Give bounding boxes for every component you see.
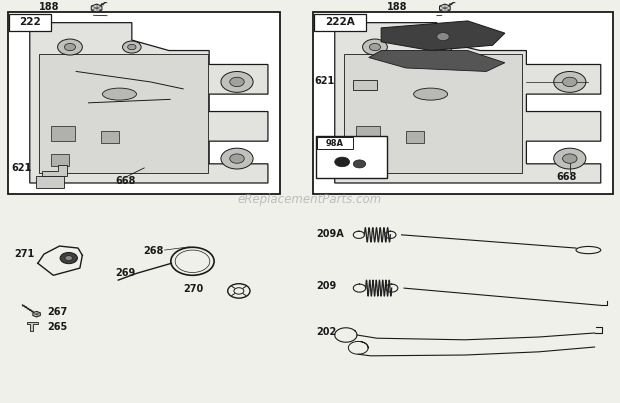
Circle shape <box>554 148 586 169</box>
Text: 668: 668 <box>115 176 136 186</box>
Circle shape <box>335 157 350 167</box>
Circle shape <box>562 154 577 163</box>
Circle shape <box>65 256 73 260</box>
Bar <box>406 131 425 143</box>
Circle shape <box>230 77 244 87</box>
Text: 265: 265 <box>47 322 68 332</box>
Polygon shape <box>30 23 268 183</box>
Circle shape <box>434 41 452 53</box>
Circle shape <box>363 39 388 55</box>
Polygon shape <box>369 50 505 71</box>
Ellipse shape <box>414 88 448 100</box>
Bar <box>51 154 69 166</box>
Circle shape <box>221 71 253 92</box>
Text: 268: 268 <box>143 246 163 256</box>
Text: 202: 202 <box>316 327 337 337</box>
Circle shape <box>439 44 447 50</box>
Polygon shape <box>440 4 450 12</box>
Circle shape <box>221 148 253 169</box>
Bar <box>356 126 380 141</box>
Bar <box>8 12 280 194</box>
Text: 222: 222 <box>19 17 41 27</box>
FancyBboxPatch shape <box>314 14 366 31</box>
Polygon shape <box>27 322 38 331</box>
Polygon shape <box>42 165 67 176</box>
Bar <box>39 54 208 172</box>
Text: 98A: 98A <box>326 139 343 147</box>
Text: 188: 188 <box>388 2 408 12</box>
Text: 209: 209 <box>316 281 337 291</box>
Bar <box>36 176 64 188</box>
Bar <box>101 131 120 143</box>
Text: 621: 621 <box>314 76 335 86</box>
Text: 269: 269 <box>115 268 135 278</box>
Text: 271: 271 <box>14 249 35 259</box>
Circle shape <box>128 44 136 50</box>
Text: 267: 267 <box>47 307 68 317</box>
Ellipse shape <box>102 88 136 100</box>
Polygon shape <box>335 23 601 183</box>
Circle shape <box>64 44 76 51</box>
FancyBboxPatch shape <box>317 137 353 149</box>
Text: 668: 668 <box>557 172 577 182</box>
Text: 188: 188 <box>39 2 60 12</box>
Circle shape <box>230 154 244 163</box>
Text: 209A: 209A <box>316 229 344 239</box>
Bar <box>51 126 75 141</box>
Circle shape <box>562 77 577 87</box>
Polygon shape <box>91 4 102 12</box>
Bar <box>344 54 523 172</box>
Circle shape <box>58 39 82 55</box>
Text: 270: 270 <box>183 285 203 294</box>
Circle shape <box>60 252 78 264</box>
Circle shape <box>437 33 449 41</box>
Circle shape <box>554 71 586 92</box>
Polygon shape <box>33 312 40 317</box>
Circle shape <box>370 44 381 51</box>
Text: eReplacementParts.com: eReplacementParts.com <box>238 193 382 206</box>
Text: 621: 621 <box>11 163 32 173</box>
Text: 222A: 222A <box>326 17 355 27</box>
Circle shape <box>123 41 141 53</box>
Circle shape <box>353 160 366 168</box>
Bar <box>313 12 613 194</box>
Bar <box>353 81 377 90</box>
Bar <box>316 136 388 178</box>
FancyBboxPatch shape <box>9 14 51 31</box>
Polygon shape <box>381 21 505 50</box>
